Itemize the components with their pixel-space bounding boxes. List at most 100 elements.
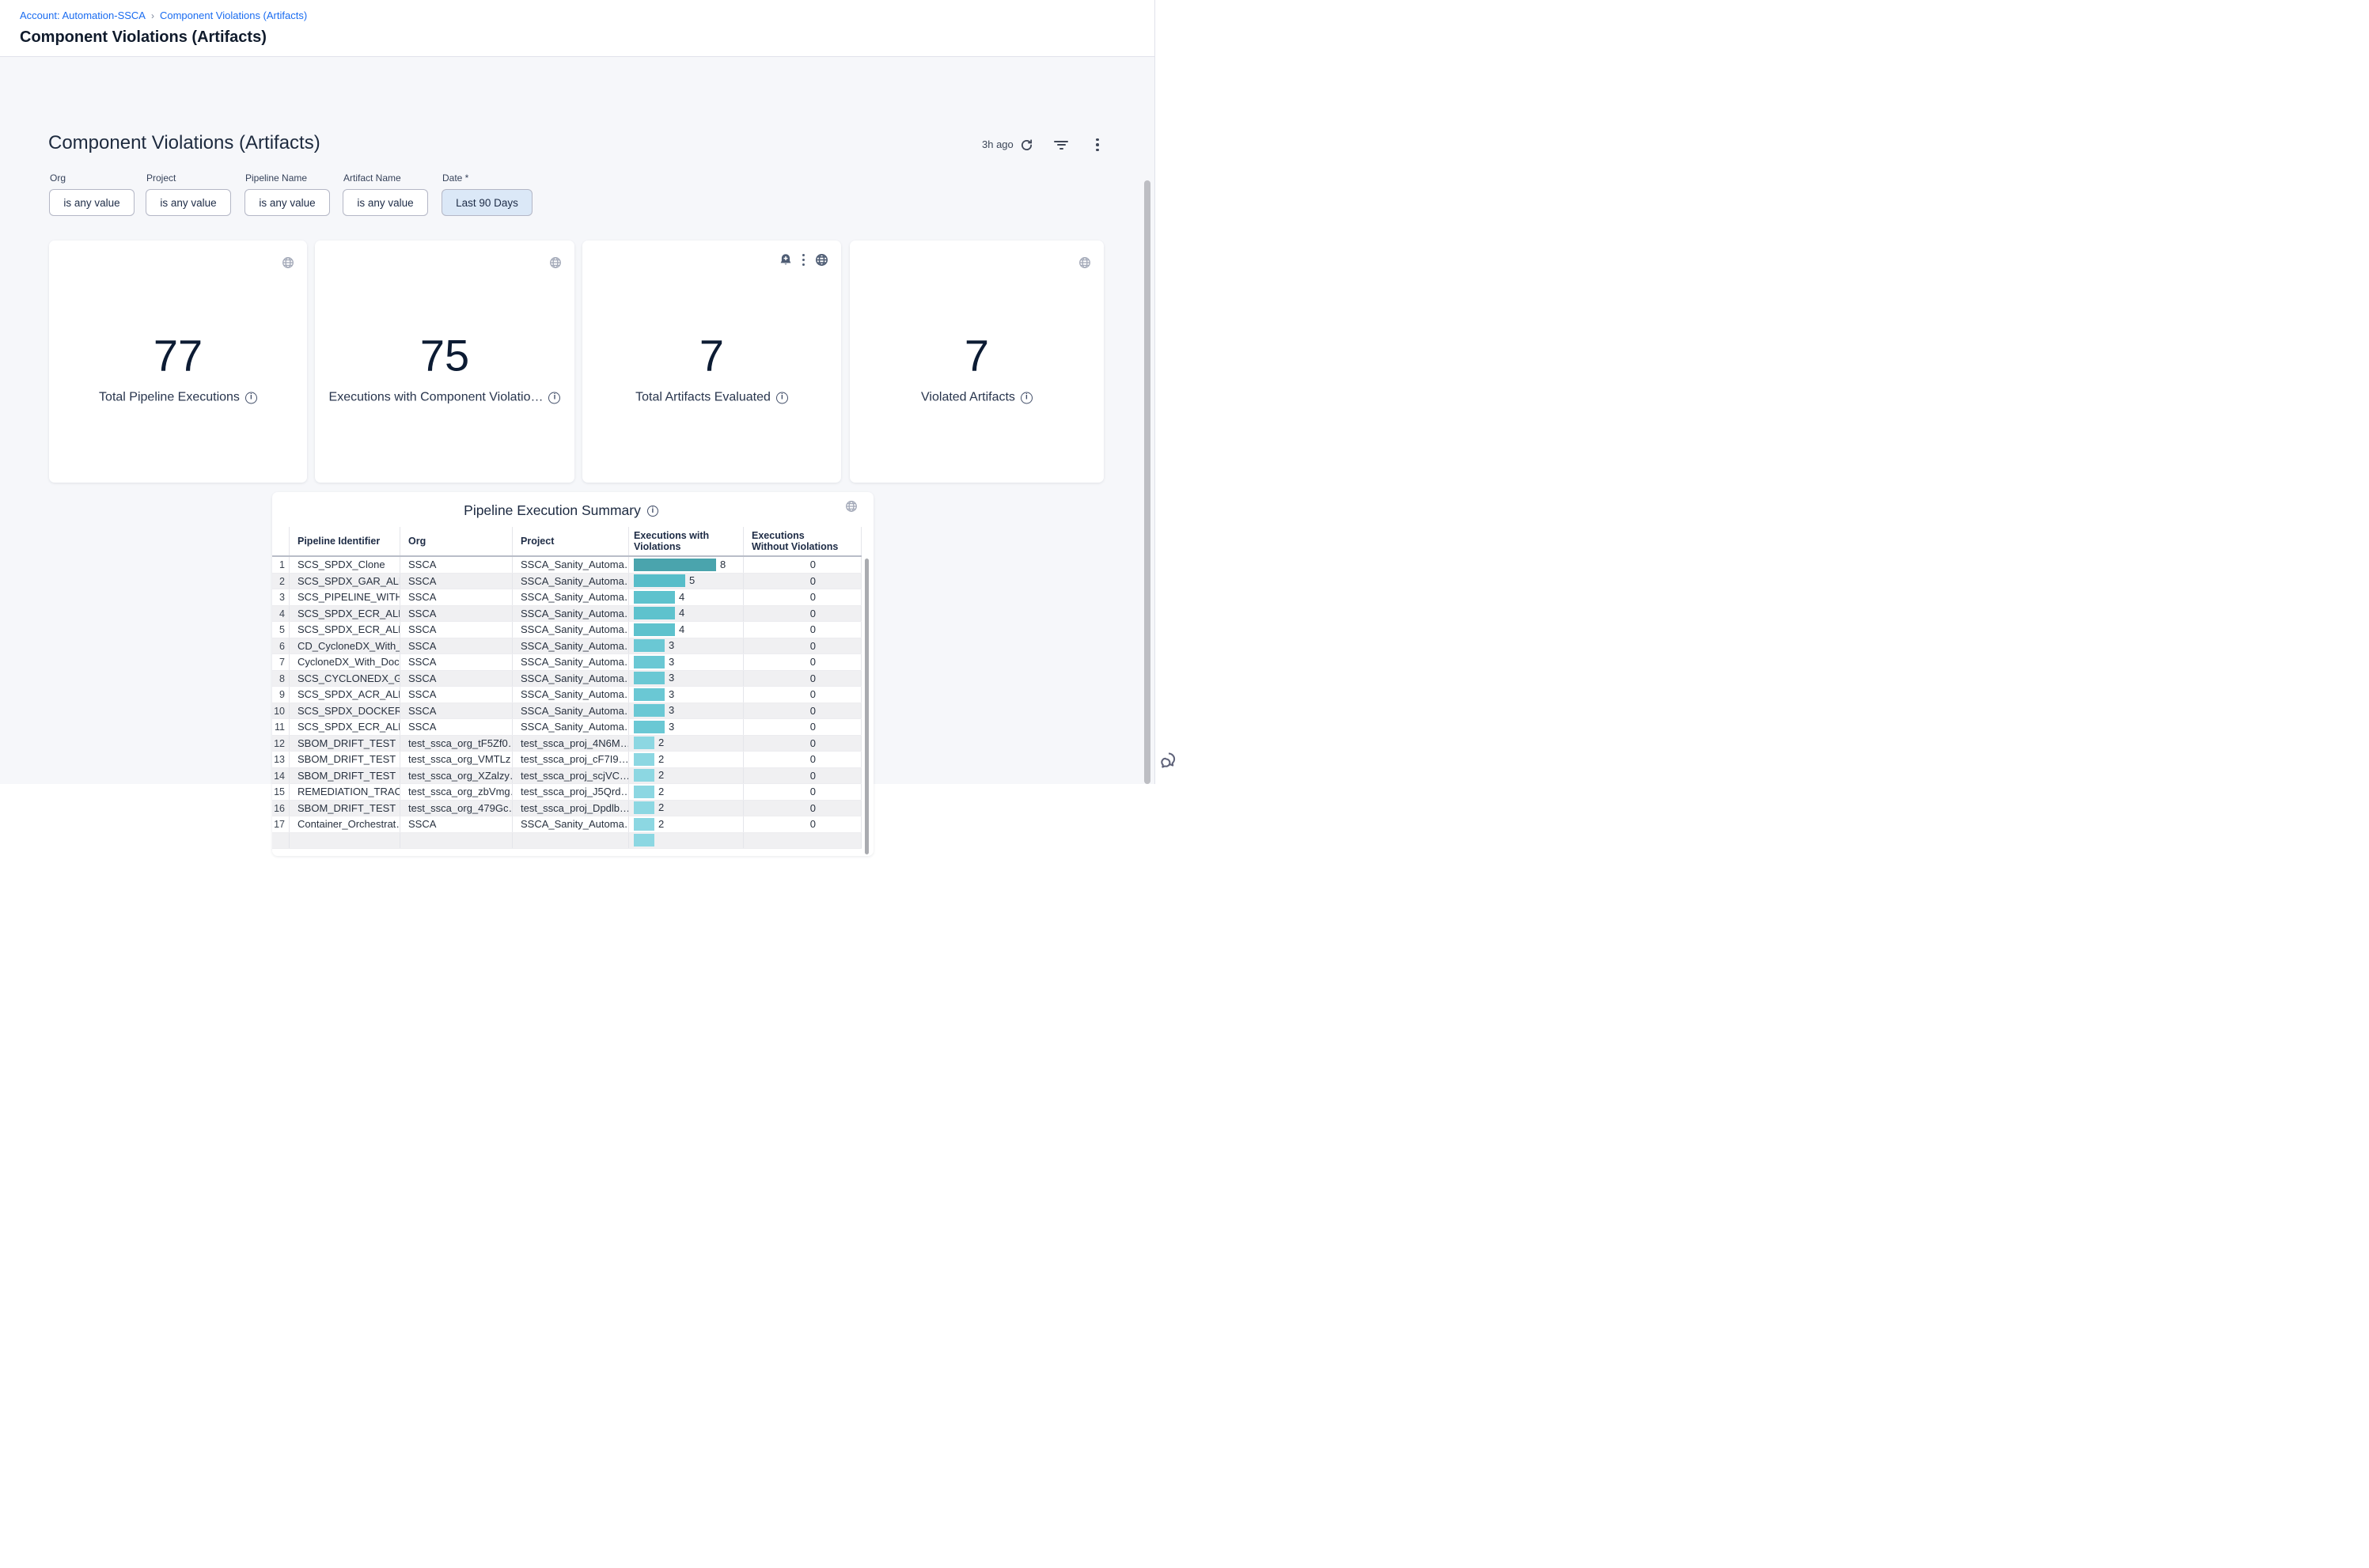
violations-value: 2 <box>658 817 665 830</box>
violations-bar <box>634 737 654 750</box>
without-violations-cell: 0 <box>744 557 862 573</box>
breadcrumb-account-link[interactable]: Account: Automation-SSCA <box>20 9 146 21</box>
filter-label-date: Date * <box>442 172 469 184</box>
info-icon[interactable]: i <box>1020 392 1033 403</box>
row-number: 11 <box>272 719 290 735</box>
table-row[interactable] <box>272 832 862 849</box>
globe-icon[interactable] <box>845 500 858 513</box>
filter-label-org: Org <box>50 172 66 184</box>
table-row[interactable]: 6 CD_CycloneDX_With_… SSCA SSCA_Sanity_A… <box>272 638 862 654</box>
table-row[interactable]: 1 SCS_SPDX_Clone SSCA SSCA_Sanity_Automa… <box>272 557 862 574</box>
globe-icon[interactable] <box>282 256 294 269</box>
column-header-executions-without-violations[interactable]: Executions Without Violations <box>744 527 862 555</box>
violations-cell: 5 <box>629 573 744 589</box>
violations-cell: 8 <box>629 557 744 573</box>
info-icon[interactable]: i <box>775 392 788 403</box>
pipeline-identifier-cell: Container_Orchestrat… <box>290 816 400 832</box>
filter-label-artifact-name: Artifact Name <box>343 172 401 184</box>
violations-cell: 3 <box>629 703 744 718</box>
violations-bar <box>634 720 665 733</box>
row-number: 17 <box>272 816 290 832</box>
page-right-margin <box>1154 0 1185 784</box>
column-header-rownum <box>272 527 290 555</box>
row-number: 5 <box>272 622 290 638</box>
globe-icon[interactable] <box>815 253 828 267</box>
without-violations-cell: 0 <box>744 638 862 653</box>
tile-kebab-menu-icon[interactable] <box>802 253 805 267</box>
column-header-pipeline-identifier[interactable]: Pipeline Identifier <box>290 527 400 555</box>
table-row[interactable]: 9 SCS_SPDX_ACR_ALL… SSCA SSCA_Sanity_Aut… <box>272 687 862 703</box>
violations-cell: 2 <box>629 767 744 783</box>
table-row[interactable]: 15 REMEDIATION_TRAC… test_ssca_org_zbVmg… <box>272 784 862 801</box>
row-number <box>272 832 290 848</box>
table-row[interactable]: 8 SCS_CYCLONEDX_GA… SSCA SSCA_Sanity_Aut… <box>272 670 862 687</box>
bell-plus-icon[interactable] <box>779 253 792 267</box>
violations-value: 2 <box>658 752 665 765</box>
column-header-project[interactable]: Project <box>513 527 629 555</box>
org-cell: SSCA <box>400 622 513 638</box>
table-row[interactable]: 16 SBOM_DRIFT_TEST test_ssca_org_479Gc… … <box>272 800 862 816</box>
dashboard-more-actions-button[interactable] <box>1089 136 1106 153</box>
table-row[interactable]: 11 SCS_SPDX_ECR_ALL_… SSCA SSCA_Sanity_A… <box>272 719 862 736</box>
page-header: Account: Automation-SSCA › Component Viola… <box>0 0 1154 57</box>
filter-date-button[interactable]: Last 90 Days <box>442 189 533 216</box>
row-number: 7 <box>272 654 290 670</box>
table-row[interactable]: 10 SCS_SPDX_DOCKER_… SSCA SSCA_Sanity_Au… <box>272 703 862 719</box>
violations-value: 3 <box>669 704 675 716</box>
info-icon[interactable]: i <box>244 392 257 403</box>
org-cell: test_ssca_org_VMTLz… <box>400 752 513 767</box>
without-violations-cell: 0 <box>744 670 862 686</box>
filter-org-button[interactable]: is any value <box>49 189 135 216</box>
globe-icon[interactable] <box>1078 256 1091 269</box>
dashboard-filters-button[interactable] <box>1052 136 1070 153</box>
support-chat-button[interactable] <box>1159 750 1180 771</box>
table-row[interactable]: 14 SBOM_DRIFT_TEST test_ssca_org_XZalzy…… <box>272 767 862 784</box>
org-cell: test_ssca_org_tF5Zf0… <box>400 735 513 751</box>
row-number: 1 <box>272 557 290 573</box>
violations-cell: 3 <box>629 719 744 735</box>
page-scrollbar[interactable] <box>1144 180 1150 784</box>
violations-bar <box>634 574 685 588</box>
table-row[interactable]: 13 SBOM_DRIFT_TEST test_ssca_org_VMTLz… … <box>272 752 862 768</box>
table-scrollbar[interactable] <box>865 559 869 854</box>
table-row[interactable]: 7 CycloneDX_With_Doc… SSCA SSCA_Sanity_A… <box>272 654 862 671</box>
project-cell: SSCA_Sanity_Automa… <box>513 589 629 605</box>
pipeline-identifier-cell: SCS_SPDX_GAR_ALL… <box>290 573 400 589</box>
org-cell: test_ssca_org_XZalzy… <box>400 767 513 783</box>
table-row[interactable]: 2 SCS_SPDX_GAR_ALL… SSCA SSCA_Sanity_Aut… <box>272 573 862 589</box>
project-cell: SSCA_Sanity_Automa… <box>513 719 629 735</box>
row-number: 3 <box>272 589 290 605</box>
without-violations-cell: 0 <box>744 816 862 832</box>
project-cell: test_ssca_proj_scjVC… <box>513 767 629 783</box>
dashboard-canvas: Component Violations (Artifacts) 3h ago … <box>0 57 1154 856</box>
pipeline-identifier-cell: SCS_CYCLONEDX_GA… <box>290 670 400 686</box>
column-header-org[interactable]: Org <box>400 527 513 555</box>
globe-icon[interactable] <box>549 256 562 269</box>
pipeline-identifier-cell: SCS_SPDX_Clone <box>290 557 400 573</box>
table-row[interactable]: 12 SBOM_DRIFT_TEST test_ssca_org_tF5Zf0…… <box>272 735 862 752</box>
filter-pipeline-name-button[interactable]: is any value <box>244 189 330 216</box>
violations-value: 2 <box>658 737 665 748</box>
pipeline-identifier-cell: SCS_PIPELINE_WITH… <box>290 589 400 605</box>
table-row[interactable]: 3 SCS_PIPELINE_WITH… SSCA SSCA_Sanity_Au… <box>272 589 862 606</box>
card-total-artifacts-evaluated: 7 Total Artifacts Evaluated i <box>582 241 841 483</box>
violations-bar <box>634 558 716 571</box>
card-total-pipeline-executions: 77 Total Pipeline Executions i <box>49 241 307 483</box>
table-row[interactable]: 4 SCS_SPDX_ECR_ALL_… SSCA SSCA_Sanity_Au… <box>272 605 862 622</box>
column-header-executions-with-violations[interactable]: Executions with Violations <box>629 527 744 555</box>
table-body: 1 SCS_SPDX_Clone SSCA SSCA_Sanity_Automa… <box>272 557 862 849</box>
refresh-button[interactable] <box>1018 136 1035 153</box>
violations-bar <box>634 590 675 604</box>
table-row[interactable]: 17 Container_Orchestrat… SSCA SSCA_Sanit… <box>272 816 862 833</box>
info-icon[interactable]: i <box>548 392 561 403</box>
breadcrumb-separator-icon: › <box>150 10 154 21</box>
info-icon[interactable]: i <box>646 505 658 517</box>
breadcrumb-current-link[interactable]: Component Violations (Artifacts) <box>159 9 308 21</box>
project-cell: SSCA_Sanity_Automa… <box>513 816 629 832</box>
table-row[interactable]: 5 SCS_SPDX_ECR_ALL_… SSCA SSCA_Sanity_Au… <box>272 622 862 638</box>
org-cell: SSCA <box>400 573 513 589</box>
stat-label: Total Pipeline Executions <box>99 390 240 404</box>
without-violations-cell <box>744 832 862 848</box>
filter-project-button[interactable]: is any value <box>146 189 231 216</box>
filter-artifact-name-button[interactable]: is any value <box>343 189 428 216</box>
